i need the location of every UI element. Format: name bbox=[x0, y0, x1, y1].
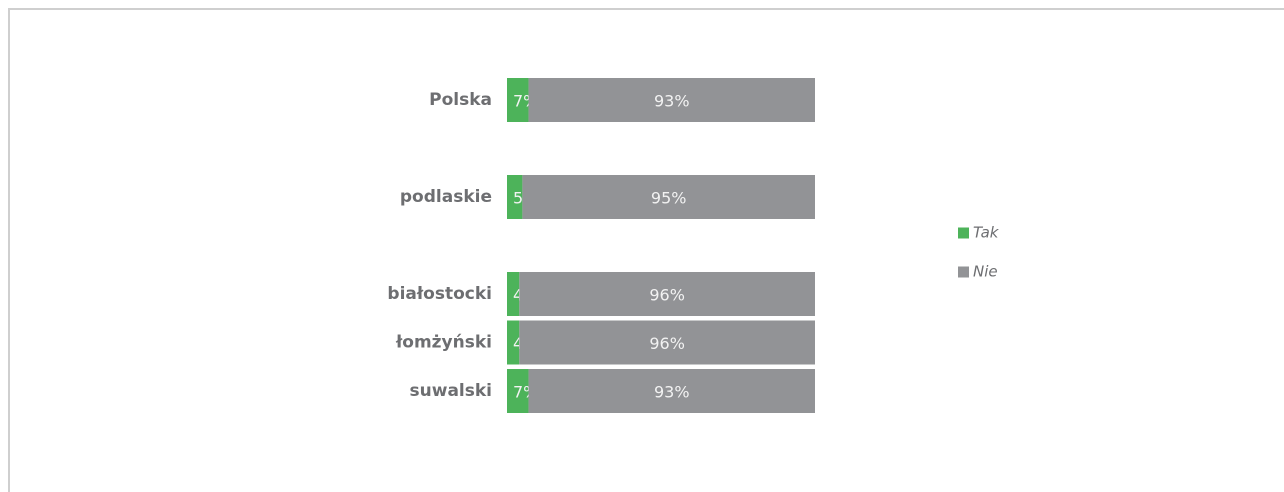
data-label: 96% bbox=[649, 286, 685, 305]
bar-segment bbox=[507, 272, 520, 316]
data-label: 96% bbox=[649, 334, 685, 353]
frame bbox=[8, 8, 1284, 492]
data-label: 95% bbox=[651, 189, 687, 208]
bar-segment bbox=[507, 78, 529, 122]
bar-segment bbox=[519, 272, 815, 316]
data-label: 93% bbox=[654, 383, 690, 402]
category-label: łomżyński bbox=[395, 333, 492, 353]
bar-segment bbox=[507, 175, 523, 219]
legend-label: Tak bbox=[973, 224, 1000, 242]
bar-segment bbox=[519, 320, 815, 365]
legend-swatch bbox=[958, 227, 969, 239]
bar-segment bbox=[528, 369, 815, 413]
bar-segment bbox=[522, 175, 815, 219]
category-label: podlaskie bbox=[400, 187, 492, 207]
category-label: białostocki bbox=[387, 284, 492, 304]
legend-label: Nie bbox=[973, 263, 998, 281]
data-label: 93% bbox=[654, 92, 690, 111]
category-label: Polska bbox=[429, 90, 492, 110]
category-label: suwalski bbox=[410, 381, 492, 401]
bar-segment bbox=[507, 369, 529, 413]
bar-segment bbox=[528, 78, 815, 122]
legend-swatch bbox=[958, 266, 969, 278]
bar-segment bbox=[507, 320, 520, 365]
